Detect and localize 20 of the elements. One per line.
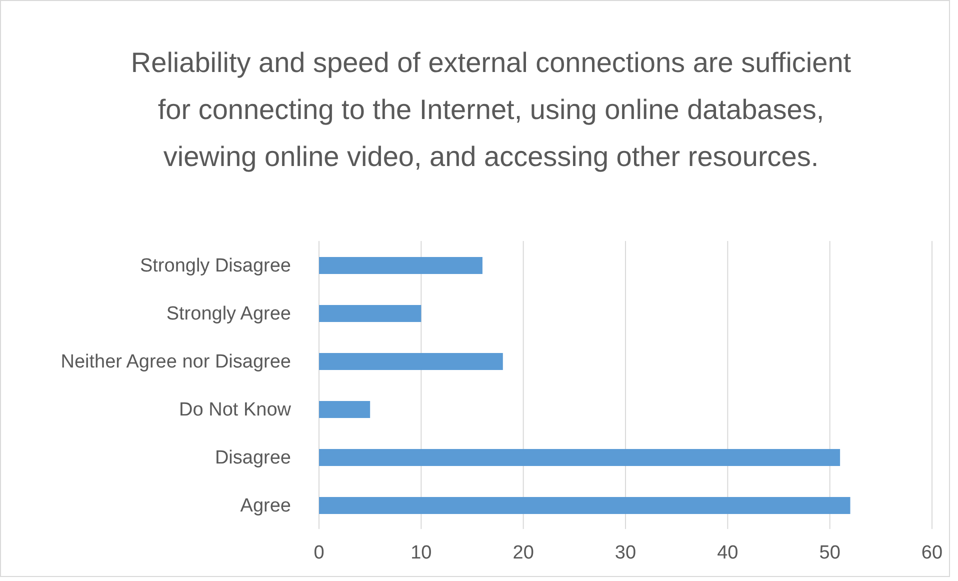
y-tick-label: Neither Agree nor Disagree: [60, 352, 291, 373]
bar: [319, 353, 503, 370]
y-tick-label: Agree: [240, 496, 291, 517]
x-tick-label: 40: [717, 542, 738, 564]
x-tick-label: 0: [314, 542, 324, 564]
y-tick-label: Strongly Agree: [166, 304, 291, 325]
bar: [319, 257, 482, 274]
y-tick-label: Disagree: [214, 448, 291, 469]
x-tick-label: 30: [614, 542, 636, 564]
bar: [319, 305, 422, 322]
y-tick-label: Strongly Disagree: [140, 256, 291, 277]
bar: [319, 401, 370, 418]
x-tick-label: 60: [921, 542, 943, 564]
bar: [319, 449, 840, 466]
x-tick-label: 10: [410, 542, 432, 564]
y-tick-label: Do Not Know: [179, 400, 292, 421]
chart-title: Reliability and speed of external connections are sufficient for connecting to the Internet, using online databases, viewing online video, and accessing other resources.: [130, 46, 852, 174]
bar: [319, 497, 850, 514]
x-tick-label: 50: [819, 542, 840, 564]
x-tick-label: 20: [512, 542, 534, 564]
